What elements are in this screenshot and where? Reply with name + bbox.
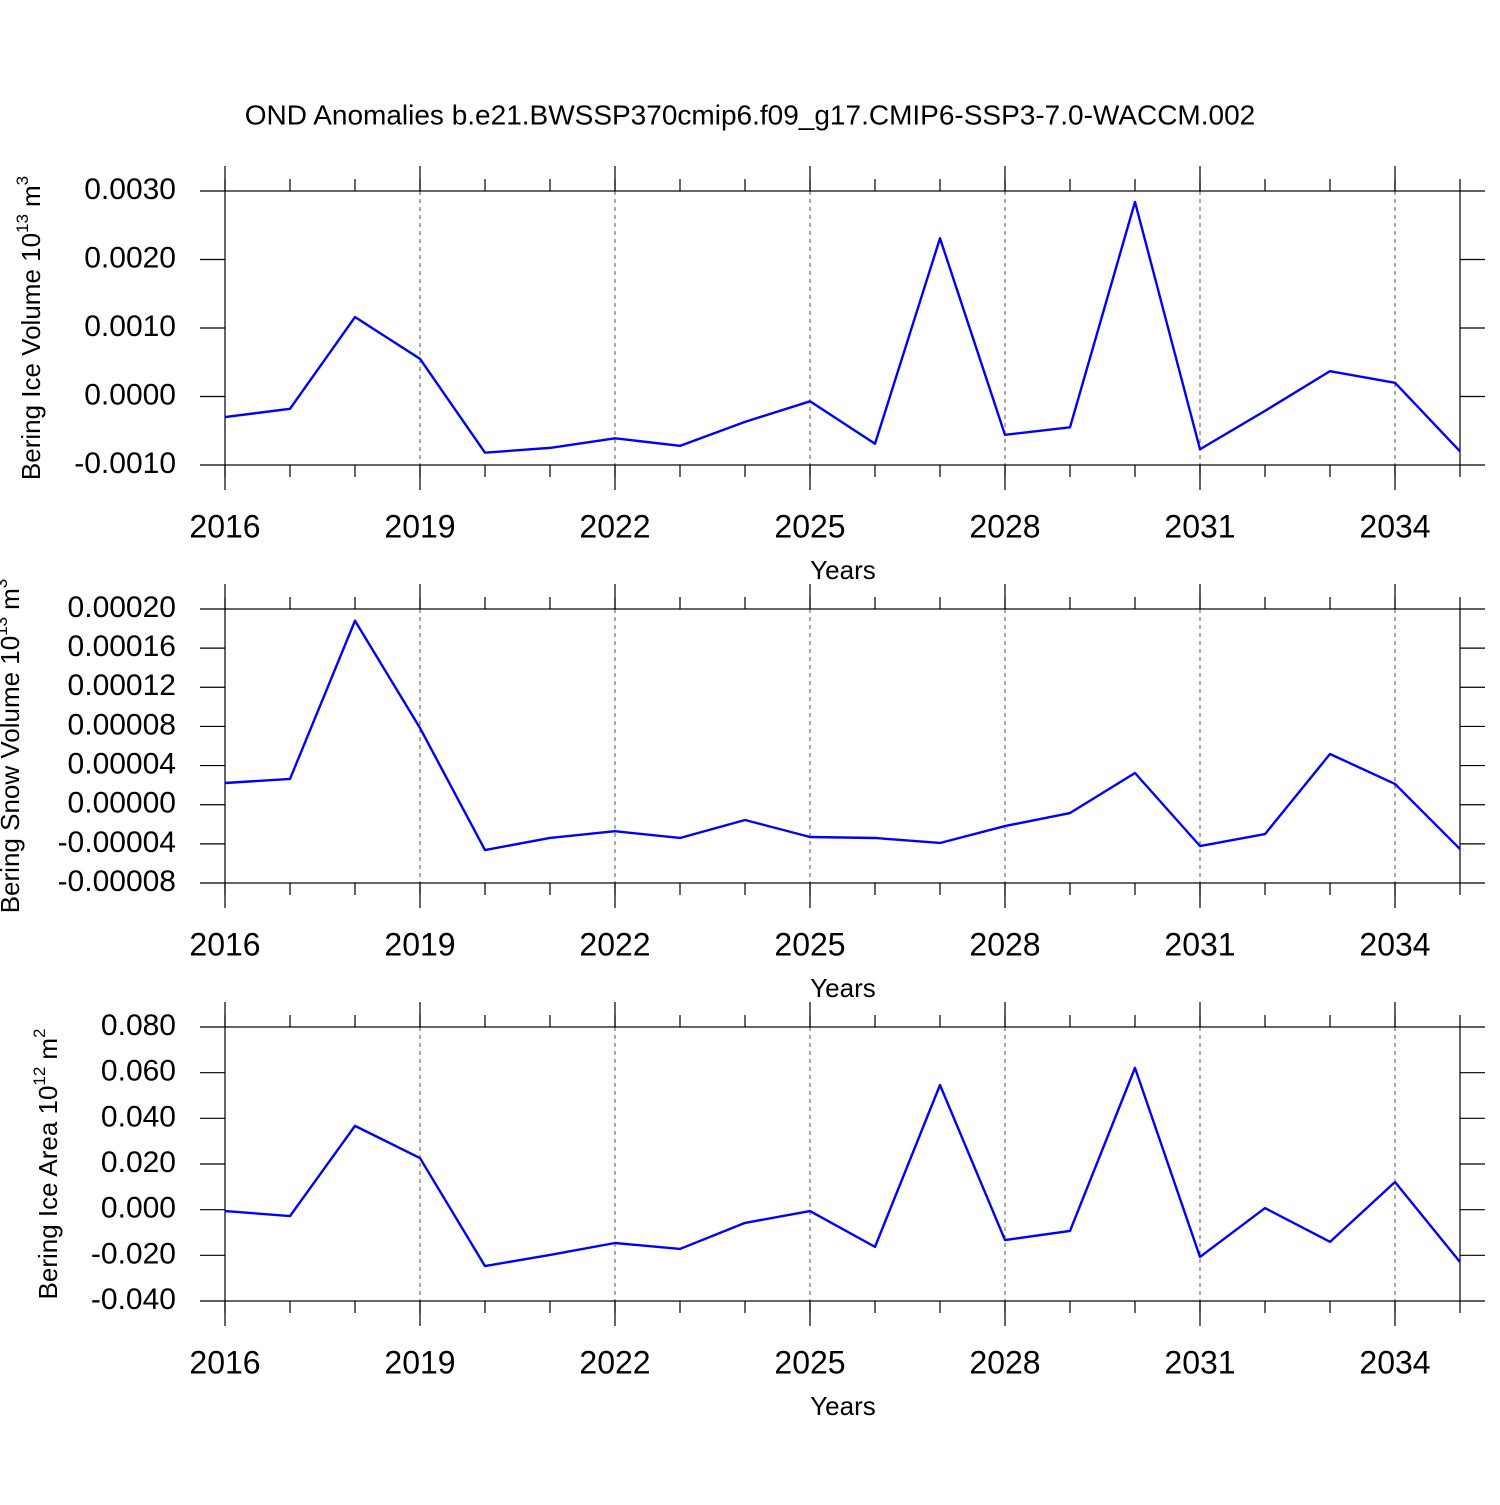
- y-tick-label: 0.00020: [68, 591, 176, 624]
- chart-title: OND Anomalies b.e21.BWSSP370cmip6.f09_g1…: [245, 99, 1256, 130]
- y-axis-label-part: Bering Ice Area 10: [33, 1086, 63, 1300]
- y-tick-label: 0.060: [101, 1055, 176, 1088]
- y-axis-label: Bering Ice Area 1012 m2: [30, 1029, 63, 1300]
- x-tick-label: 2025: [774, 508, 845, 544]
- plot-frame: [224, 608, 1461, 884]
- x-tick-label: 2034: [1359, 926, 1430, 962]
- y-tick-label: 0.0010: [84, 310, 176, 343]
- y-axis-label-exponent: 3: [0, 579, 11, 588]
- x-tick-label: 2034: [1359, 1344, 1430, 1380]
- x-tick-label: 2022: [579, 508, 650, 544]
- y-tick-label: 0.00012: [68, 669, 176, 702]
- x-tick-label: 2022: [579, 926, 650, 962]
- x-tick-label: 2019: [384, 508, 455, 544]
- x-tick-label: 2028: [969, 1344, 1040, 1380]
- y-axis-label-part: m: [33, 1038, 63, 1060]
- plot-frame: [224, 190, 1461, 466]
- x-axis-label: Years: [810, 555, 876, 585]
- y-tick-label: 0.00016: [68, 630, 176, 663]
- y-tick-label: -0.020: [91, 1237, 176, 1270]
- y-axis-label-exponent: 12: [30, 1067, 49, 1086]
- y-tick-label: 0.040: [101, 1100, 176, 1133]
- y-axis-label: Bering Snow Volume 1013 m3: [0, 579, 25, 914]
- x-tick-label: 2028: [969, 508, 1040, 544]
- data-line: [224, 1066, 1461, 1268]
- y-axis-label: Bering Ice Volume 1013 m3: [13, 176, 46, 480]
- x-tick-label: 2019: [384, 1344, 455, 1380]
- y-tick-label: 0.080: [101, 1009, 176, 1042]
- y-tick-label: 0.00004: [68, 747, 176, 780]
- plot-frame: [224, 1026, 1461, 1302]
- y-tick-label: 0.0030: [84, 173, 176, 206]
- x-tick-label: 2025: [774, 926, 845, 962]
- x-axis-label: Years: [810, 1391, 876, 1421]
- y-tick-label: -0.040: [91, 1283, 176, 1316]
- y-tick-label: -0.00008: [58, 865, 176, 898]
- x-axis-label: Years: [810, 973, 876, 1003]
- y-tick-label: 0.00008: [68, 708, 176, 741]
- y-axis-label-part: Bering Snow Volume 10: [0, 636, 25, 914]
- y-tick-label: 0.0000: [84, 378, 176, 411]
- x-tick-label: 2016: [189, 1344, 260, 1380]
- x-tick-label: 2019: [384, 926, 455, 962]
- x-tick-label: 2016: [189, 508, 260, 544]
- y-axis-label-exponent: 2: [30, 1029, 49, 1038]
- x-tick-label: 2028: [969, 926, 1040, 962]
- y-tick-label: 0.000: [101, 1192, 176, 1225]
- y-tick-label: 0.00000: [68, 787, 176, 820]
- x-tick-label: 2031: [1164, 1344, 1235, 1380]
- y-axis-label-exponent: 13: [0, 617, 11, 636]
- x-tick-label: 2031: [1164, 508, 1235, 544]
- y-axis-label-part: Bering Ice Volume 10: [16, 233, 46, 480]
- y-tick-label: -0.0010: [74, 447, 176, 480]
- y-tick-label: 0.0020: [84, 241, 176, 274]
- x-tick-label: 2022: [579, 1344, 650, 1380]
- data-line: [224, 619, 1461, 852]
- y-tick-label: -0.00004: [58, 826, 176, 859]
- y-tick-label: 0.020: [101, 1146, 176, 1179]
- x-tick-label: 2031: [1164, 926, 1235, 962]
- y-axis-label-part: m: [0, 588, 25, 610]
- x-tick-label: 2016: [189, 926, 260, 962]
- y-axis-label-exponent: 3: [13, 176, 32, 185]
- x-tick-label: 2034: [1359, 508, 1430, 544]
- y-axis-label-exponent: 13: [13, 214, 32, 233]
- y-axis-label-part: m: [16, 185, 46, 207]
- x-tick-label: 2025: [774, 1344, 845, 1380]
- data-line: [224, 200, 1461, 454]
